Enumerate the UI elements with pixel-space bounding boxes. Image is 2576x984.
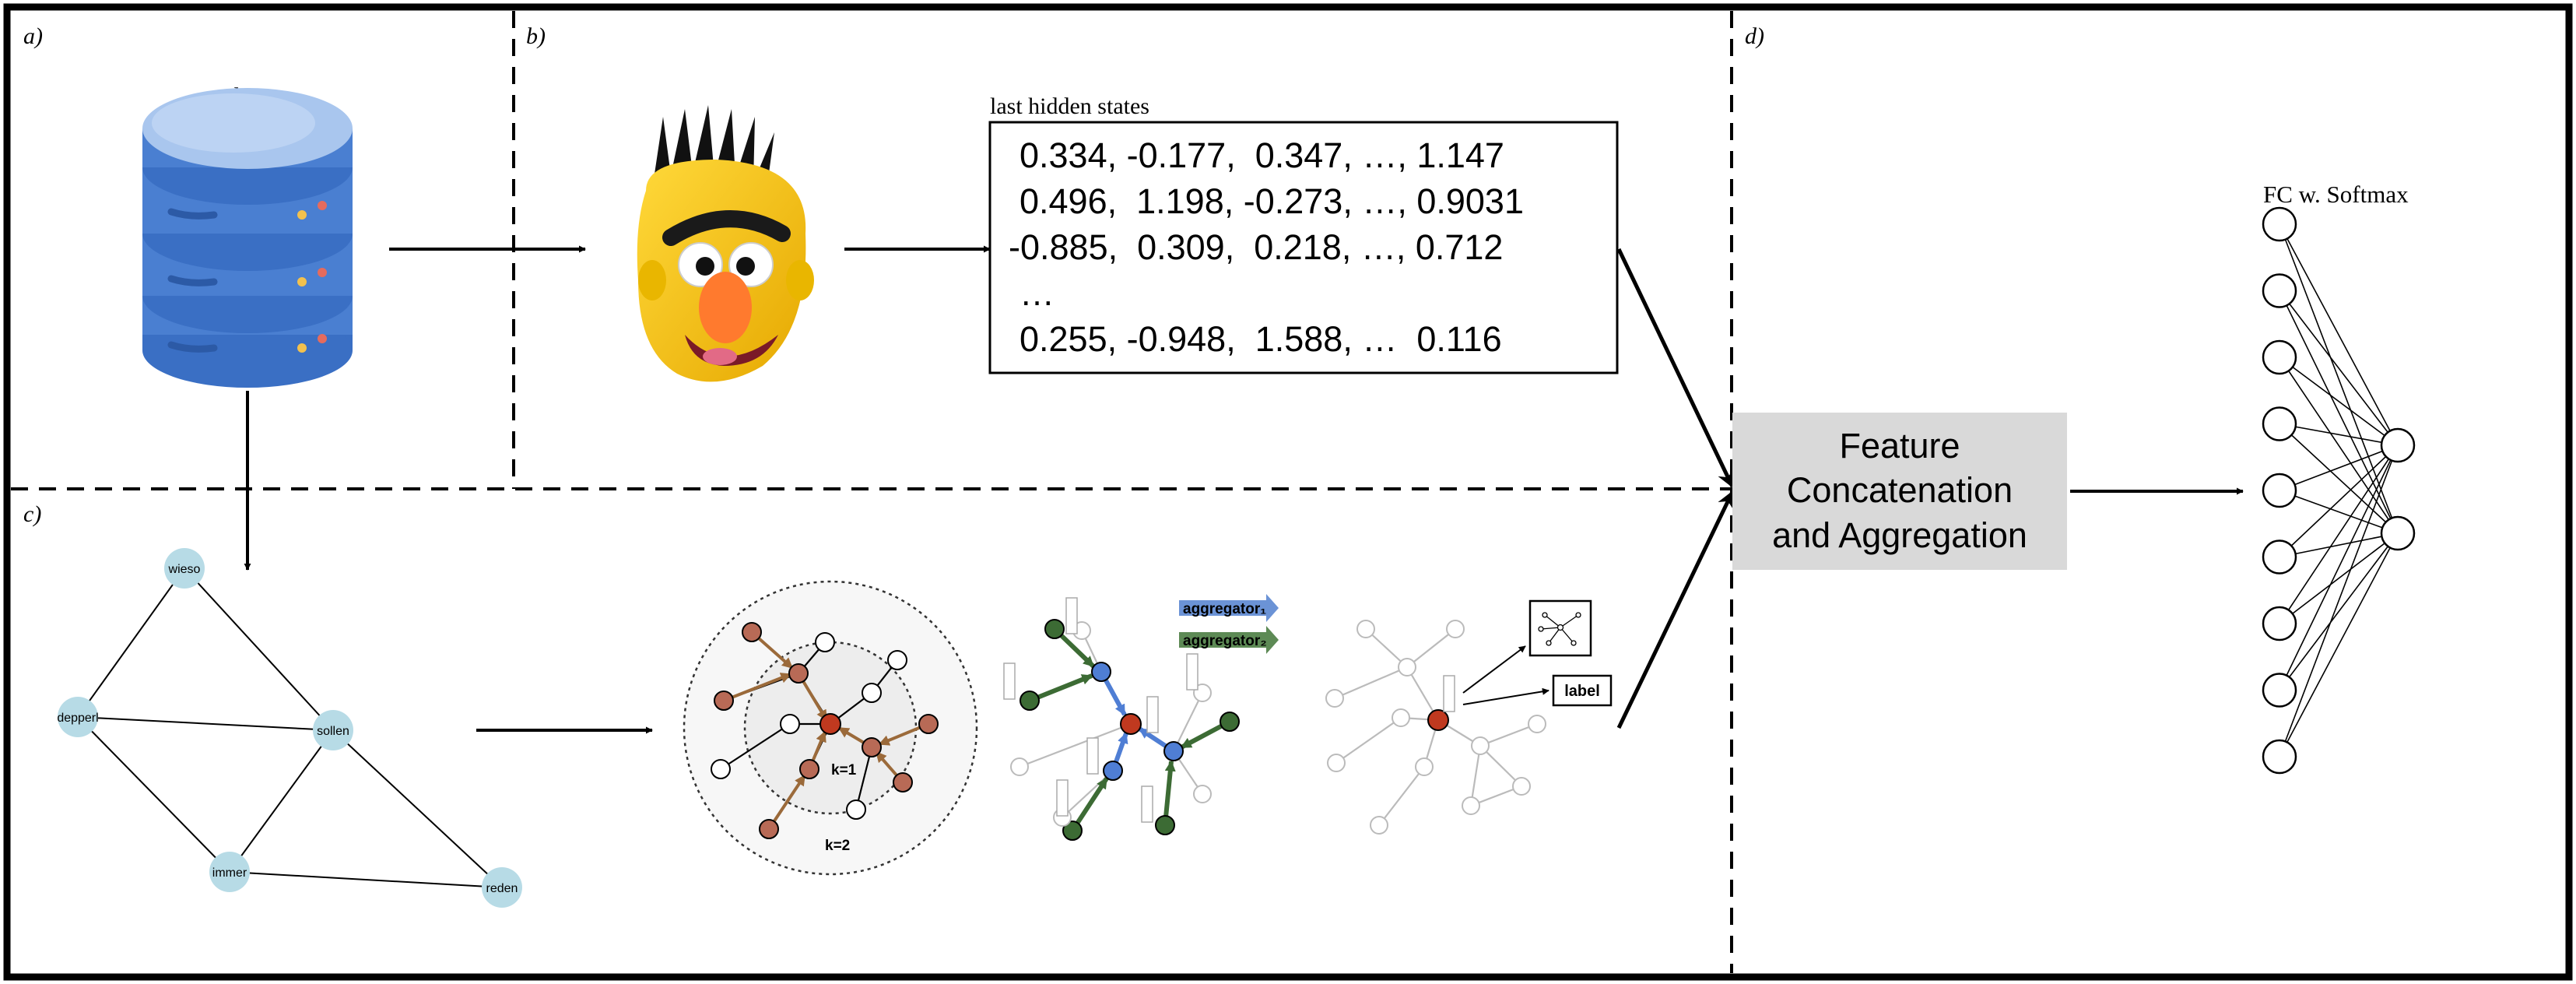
bert-icon [637,105,814,382]
hidden-states-title: last hidden states [990,93,1149,119]
svg-text:sollen: sollen [317,725,349,738]
label-text: label [1564,683,1600,700]
fc-connection [2279,223,2399,446]
graph-embedding-icon [1528,599,1592,657]
fc-input-neuron [2262,673,2297,708]
fc-connection [2279,423,2399,534]
graph-node-immer: immer [209,852,250,892]
hidden-state-row-1: 0.334, -0.177, 0.347, …, 1.147 [1020,135,1504,175]
fc-input-neuron [2262,206,2297,242]
fc-output-neuron [2380,515,2416,551]
fc-label: FC w. Softmax [2263,181,2409,208]
fc-connection [2279,223,2399,534]
fc-connection [2279,290,2399,534]
svg-text:depperl: depperl [57,712,98,725]
aggregator-2-arrow: aggregator₂ [1179,626,1279,654]
feature-box-line-2: Concatenation [1787,470,2013,510]
k1-label: k=1 [831,762,857,778]
graph-node-reden: reden [482,867,522,908]
hidden-states-rows: 0.334, -0.177, 0.347, …, 1.147 0.496, 1.… [1009,135,1524,359]
fc-input-neuron [2262,539,2297,575]
hidden-state-row-5: 0.255, -0.948, 1.588, … 0.116 [1020,319,1502,359]
fc-input-neuron [2262,273,2297,308]
fc-connection [2279,445,2399,624]
graph-node-depperl: depperl [57,697,99,737]
svg-text:reden: reden [486,882,518,895]
gnn-neighborhood: k=1 k=2 [683,580,978,876]
fc-connection [2279,532,2399,691]
svg-text:immer: immer [212,866,247,880]
feature-box-line-1: Feature [1839,426,1960,466]
word-graph [77,568,503,888]
graph-node-sollen: sollen [313,710,353,750]
arrow-gnn-to-features [1616,490,1735,729]
fc-input-neuron [2262,739,2297,775]
outer-frame [3,3,2573,981]
fc-input-neuron [2262,339,2297,375]
feature-box-line-3: and Aggregation [1772,515,2027,555]
fc-connection [2279,532,2399,624]
aggregator-1-arrow: aggregator₁ [1179,594,1279,622]
panel-label-c: c) [23,501,41,527]
fc-input-neuron [2262,606,2297,641]
hidden-states-box [988,121,1619,374]
aggregator-1-label: aggregator₁ [1183,601,1266,617]
fc-connection [2279,357,2399,446]
fc-output-neuron [2380,427,2416,463]
fc-connection [2279,532,2399,558]
fc-connection [2279,423,2399,446]
fc-connection [2279,290,2399,446]
svg-text:wieso: wieso [168,563,201,576]
hidden-state-row-4: … [1020,273,1055,313]
panel-label-d: d) [1745,23,1764,49]
word-graph-nodes: wieso depperl sollen immer reden [57,548,522,908]
k2-label: k=2 [825,838,850,854]
fc-network [2262,206,2416,775]
panel-label-a: a) [23,23,43,49]
fc-connection [2279,445,2399,491]
hidden-state-row-2: 0.496, 1.198, -0.273, …, 0.9031 [1020,181,1524,221]
fc-input-neuron [2262,406,2297,441]
graph-node-wieso: wieso [164,548,205,589]
gnn-output-graph: label [1325,599,1613,835]
fc-connection [2279,445,2399,558]
fc-input-neuron [2262,473,2297,508]
feature-concat-box [1732,413,2067,570]
fc-connection [2279,445,2399,757]
database-icon [142,88,353,388]
aggregator-2-label: aggregator₂ [1183,633,1267,649]
hidden-state-row-3: -0.885, 0.309, 0.218, …, 0.712 [1009,227,1503,267]
fc-connection [2279,532,2399,757]
fc-connection [2279,490,2399,534]
label-box [1552,674,1613,707]
gnn-aggregation: aggregator₁ aggregator₂ [1003,594,1279,841]
panel-label-b: b) [526,23,546,49]
fc-connection [2279,357,2399,534]
arrow-states-to-features [1616,248,1735,488]
fc-connection [2279,445,2399,691]
